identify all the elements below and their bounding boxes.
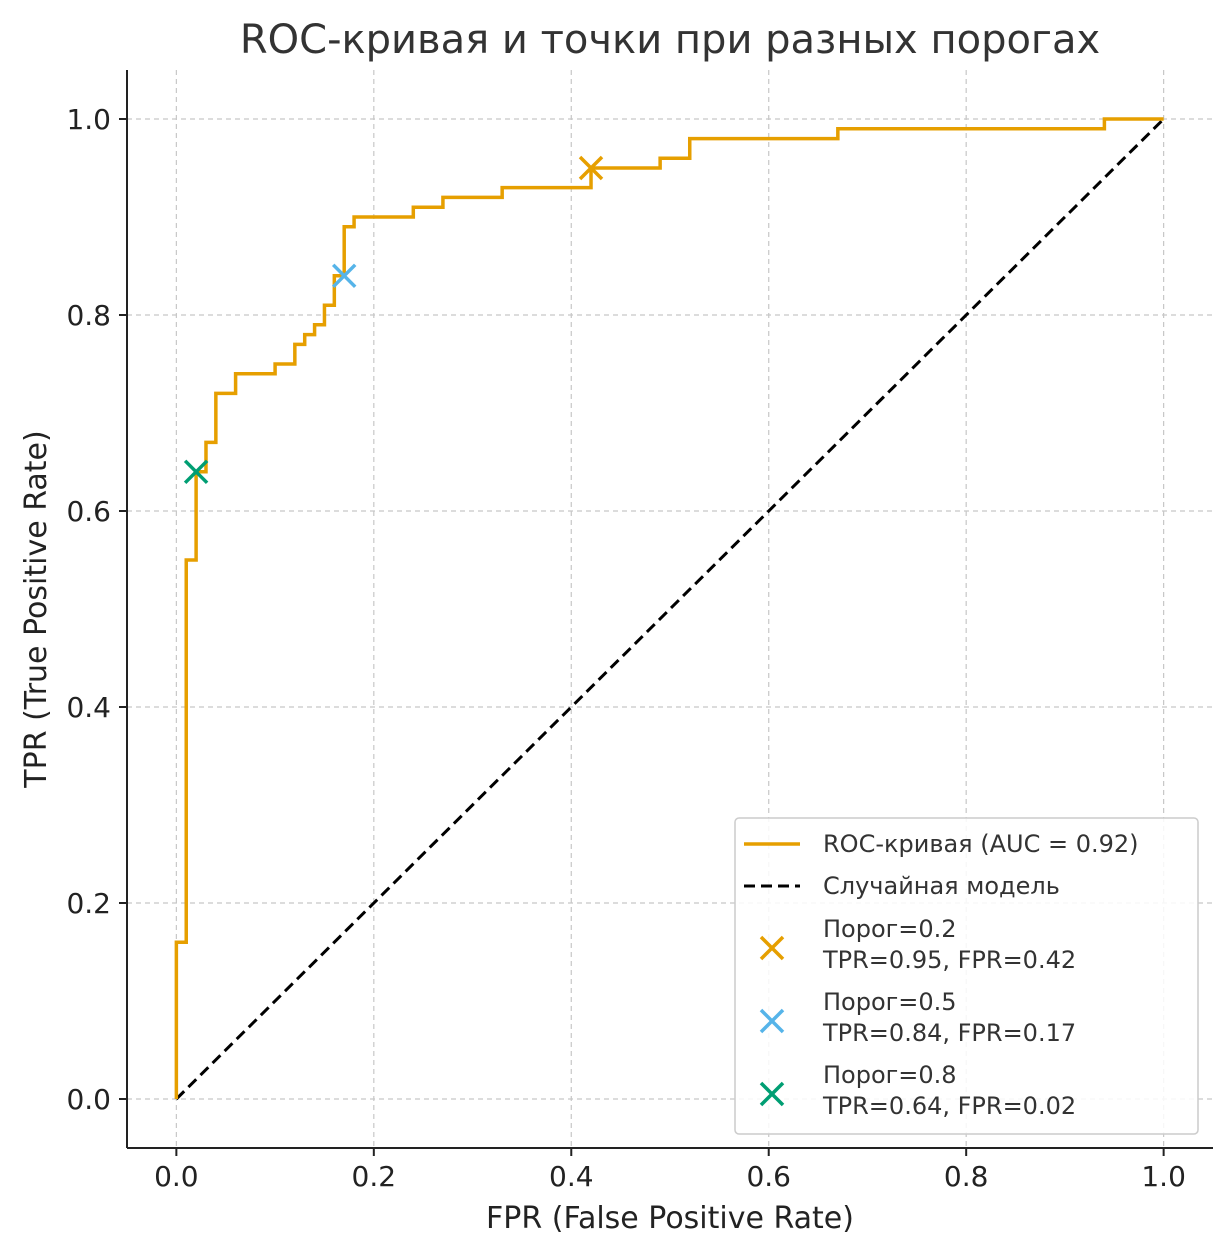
x-tick-label: 0.0: [154, 1160, 199, 1193]
legend-marker-swatch: [759, 1081, 785, 1107]
y-tick-label: 1.0: [66, 103, 111, 136]
threshold-marker: [183, 459, 209, 485]
x-ticks: 0.0 0.2 0.4 0.6 0.8 1.0: [154, 1148, 1186, 1193]
legend-threshold-detail: TPR=0.95, FPR=0.42: [822, 946, 1076, 974]
axes: [126, 70, 1213, 1149]
x-tick-label: 0.2: [352, 1160, 397, 1193]
y-tick-label: 0.8: [66, 299, 111, 332]
x-tick-label: 0.8: [944, 1160, 989, 1193]
random-model-line: [175, 117, 1165, 1101]
legend: ROC-кривая (AUC = 0.92) Случайная модель П…: [734, 817, 1199, 1135]
legend-marker-swatch: [759, 1008, 785, 1034]
legend-marker-swatch: [759, 935, 785, 961]
y-ticks: 0.0 0.2 0.4 0.6 0.8 1.0: [66, 103, 127, 1116]
legend-roc-label: ROC-кривая (AUC = 0.92): [823, 830, 1139, 858]
legend-items: ROC-кривая (AUC = 0.92) Случайная модель П…: [744, 830, 1139, 1120]
threshold-marker: [578, 155, 604, 181]
legend-threshold-label: Порог=0.8: [823, 1061, 957, 1089]
y-tick-label: 0.6: [66, 495, 111, 528]
legend-threshold-label: Порог=0.5: [823, 988, 957, 1016]
roc-curve-line: [174, 117, 1164, 1099]
y-tick-label: 0.4: [66, 691, 111, 724]
legend-threshold-detail: TPR=0.84, FPR=0.17: [822, 1019, 1076, 1047]
legend-frame: [734, 817, 1199, 1135]
chart-title: ROC-кривая и точки при разных порогах: [240, 17, 1100, 63]
legend-threshold-label: Порог=0.2: [823, 915, 957, 943]
series-layer: [174, 117, 1165, 1101]
y-tick-label: 0.2: [66, 887, 111, 920]
threshold-markers: [183, 155, 604, 485]
x-tick-label: 1.0: [1141, 1160, 1186, 1193]
y-tick-label: 0.0: [66, 1083, 111, 1116]
x-axis-label: FPR (False Positive Rate): [486, 1201, 854, 1236]
x-tick-label: 0.6: [746, 1160, 791, 1193]
legend-random-label: Случайная модель: [823, 872, 1060, 900]
legend-threshold-detail: TPR=0.64, FPR=0.02: [822, 1092, 1076, 1120]
x-tick-label: 0.4: [549, 1160, 594, 1193]
threshold-marker: [331, 263, 357, 289]
y-axis-label: TPR (True Positive Rate): [19, 430, 54, 788]
